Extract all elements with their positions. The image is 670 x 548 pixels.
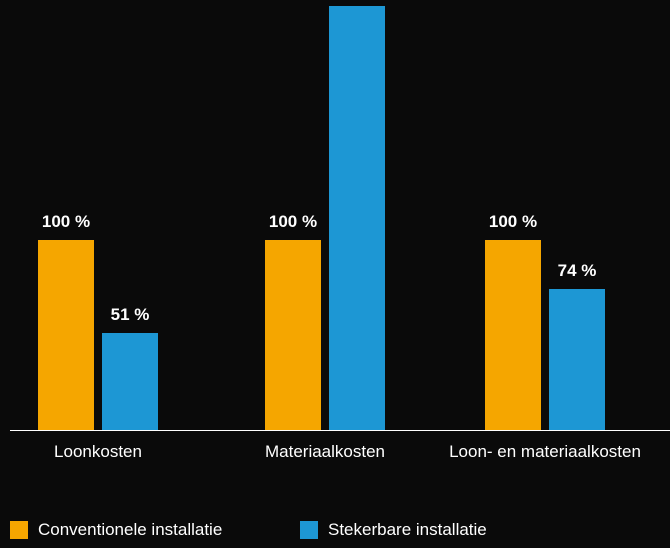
bar-value-label: 100 % — [28, 212, 104, 232]
bar-value-label: 100 % — [475, 212, 551, 232]
bar-group-loon-en-materiaalkosten: 100 % 74 % — [485, 0, 605, 450]
bar-conventionele — [265, 240, 321, 430]
legend-label: Conventionele installatie — [38, 520, 222, 540]
bar-stekerbare — [549, 289, 605, 430]
bar-chart: 100 % 51 % 100 % 223 % 100 % 74 % — [10, 0, 660, 450]
bar-value-label: 100 % — [255, 212, 331, 232]
bar-group-materiaalkosten: 100 % 223 % — [265, 0, 385, 450]
bar-group-loonkosten: 100 % 51 % — [38, 0, 158, 450]
bar-conventionele — [485, 240, 541, 430]
bar-conventionele — [38, 240, 94, 430]
bar-stekerbare — [102, 333, 158, 430]
bar-value-label: 51 % — [92, 305, 168, 325]
legend-item-stekerbare: Stekerbare installatie — [300, 520, 487, 540]
legend-swatch — [300, 521, 318, 539]
legend-item-conventionele: Conventionele installatie — [10, 520, 222, 540]
legend-swatch — [10, 521, 28, 539]
bar-stekerbare — [329, 6, 385, 430]
bar-value-label: 74 % — [539, 261, 615, 281]
legend-label: Stekerbare installatie — [328, 520, 487, 540]
